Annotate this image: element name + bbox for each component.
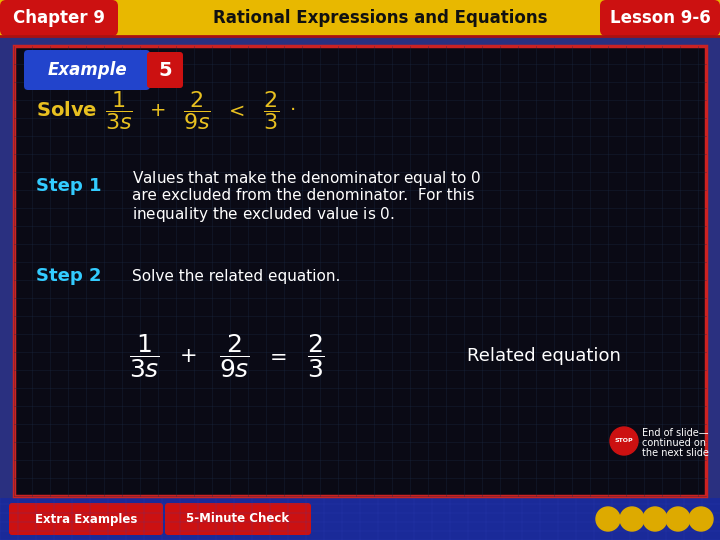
FancyBboxPatch shape: [0, 0, 118, 36]
Text: Rational Expressions and Equations: Rational Expressions and Equations: [212, 9, 547, 27]
Text: Related equation: Related equation: [467, 347, 621, 365]
Polygon shape: [0, 0, 720, 36]
Text: Step 1: Step 1: [36, 177, 102, 195]
Circle shape: [620, 507, 644, 531]
Text: continued on: continued on: [642, 438, 706, 448]
FancyBboxPatch shape: [9, 503, 163, 535]
Text: $\dfrac{2}{9s}$: $\dfrac{2}{9s}$: [183, 90, 211, 132]
Text: End of slide—: End of slide—: [642, 428, 708, 438]
FancyBboxPatch shape: [165, 503, 311, 535]
Text: $\dfrac{1}{3s}$: $\dfrac{1}{3s}$: [129, 332, 159, 380]
FancyBboxPatch shape: [24, 50, 150, 90]
Text: 5: 5: [158, 60, 172, 79]
Text: Step 2: Step 2: [36, 267, 102, 285]
Text: Example: Example: [48, 61, 127, 79]
Text: the next slide: the next slide: [642, 448, 709, 458]
Text: $\mathbf{Solve}$: $\mathbf{Solve}$: [36, 102, 97, 120]
Text: Extra Examples: Extra Examples: [35, 512, 138, 525]
Circle shape: [666, 507, 690, 531]
Polygon shape: [0, 498, 720, 540]
Text: $\dfrac{2}{3}$: $\dfrac{2}{3}$: [307, 332, 325, 380]
Text: $+$: $+$: [149, 102, 165, 120]
Text: Chapter 9: Chapter 9: [13, 9, 105, 27]
Text: $+$: $+$: [179, 346, 197, 366]
Circle shape: [643, 507, 667, 531]
Text: $\dfrac{1}{3s}$: $\dfrac{1}{3s}$: [105, 90, 133, 132]
Text: STOP: STOP: [615, 438, 634, 443]
Text: 5-Minute Check: 5-Minute Check: [186, 512, 289, 525]
Text: Lesson 9-6: Lesson 9-6: [610, 9, 711, 27]
FancyBboxPatch shape: [600, 0, 720, 36]
Circle shape: [610, 427, 638, 455]
Text: inequality the excluded value is $0$.: inequality the excluded value is $0$.: [132, 205, 395, 224]
Text: $=$: $=$: [265, 346, 287, 366]
Circle shape: [596, 507, 620, 531]
Text: $\dfrac{2}{3}$: $\dfrac{2}{3}$: [263, 90, 279, 132]
Text: $.$: $.$: [289, 96, 301, 114]
FancyBboxPatch shape: [14, 46, 706, 496]
Text: are excluded from the denominator.  For this: are excluded from the denominator. For t…: [132, 188, 474, 204]
Text: Values that make the denominator equal to $0$: Values that make the denominator equal t…: [132, 168, 482, 187]
Text: Solve the related equation.: Solve the related equation.: [132, 268, 341, 284]
Text: $<$: $<$: [225, 102, 245, 120]
Circle shape: [689, 507, 713, 531]
FancyBboxPatch shape: [147, 52, 183, 88]
Text: $\dfrac{2}{9s}$: $\dfrac{2}{9s}$: [219, 332, 249, 380]
